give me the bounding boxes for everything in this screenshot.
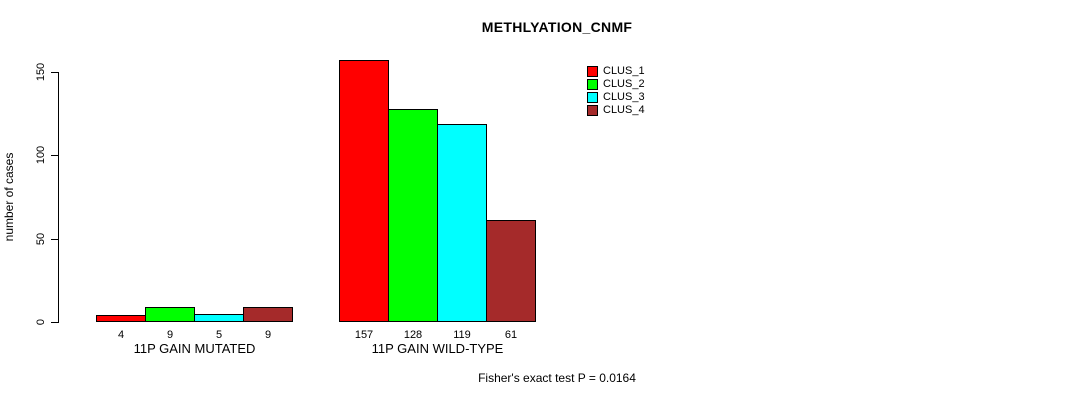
legend-item-clus_3: CLUS_3 (587, 91, 645, 104)
bar-value-label: 5 (215, 329, 223, 341)
y-tick-label: 0 (35, 318, 47, 326)
x-group-label: 11P GAIN WILD-TYPE (371, 341, 504, 356)
chart-title: METHLYATION_CNMF (481, 19, 633, 35)
bar-clus_3-group1 (194, 314, 244, 322)
y-axis-line (58, 72, 59, 323)
legend-label: CLUS_4 (603, 104, 645, 116)
legend-swatch-icon (587, 66, 598, 77)
bar-value-label: 4 (117, 329, 125, 341)
y-axis-title: number of cases (2, 152, 16, 242)
y-tick-mark (51, 72, 58, 73)
bar-clus_4-group1 (243, 307, 293, 322)
bar-value-label: 128 (403, 329, 423, 341)
y-tick-label: 150 (35, 62, 47, 82)
y-tick-label: 50 (35, 232, 47, 246)
bar-value-label: 61 (504, 329, 518, 341)
bar-value-label: 157 (354, 329, 374, 341)
legend-item-clus_4: CLUS_4 (587, 104, 645, 117)
y-tick-mark (51, 322, 58, 323)
legend-swatch-icon (587, 92, 598, 103)
footnote-text: Fisher's exact test P = 0.0164 (478, 371, 636, 385)
bar-clus_1-group1 (96, 315, 146, 322)
bar-value-label: 119 (453, 329, 471, 341)
legend-item-clus_2: CLUS_2 (587, 78, 645, 91)
bar-value-label: 9 (264, 329, 272, 341)
legend-label: CLUS_1 (603, 65, 645, 77)
y-tick-mark (51, 155, 58, 156)
legend-swatch-icon (587, 105, 598, 116)
bar-clus_2-group1 (145, 307, 195, 322)
legend-item-clus_1: CLUS_1 (587, 65, 645, 78)
bar-clus_1-group2 (339, 60, 389, 322)
legend-label: CLUS_3 (603, 91, 645, 103)
bar-clus_4-group2 (486, 220, 536, 322)
bar-value-label: 9 (166, 329, 174, 341)
legend-label: CLUS_2 (603, 78, 645, 90)
bar-clus_3-group2 (437, 124, 487, 322)
bar-clus_2-group2 (388, 109, 438, 322)
legend-swatch-icon (587, 79, 598, 90)
y-tick-mark (51, 239, 58, 240)
y-tick-label: 100 (35, 145, 47, 165)
chart-legend: CLUS_1 CLUS_2 CLUS_3 CLUS_4 (587, 65, 645, 117)
x-group-label: 11P GAIN MUTATED (133, 341, 256, 356)
